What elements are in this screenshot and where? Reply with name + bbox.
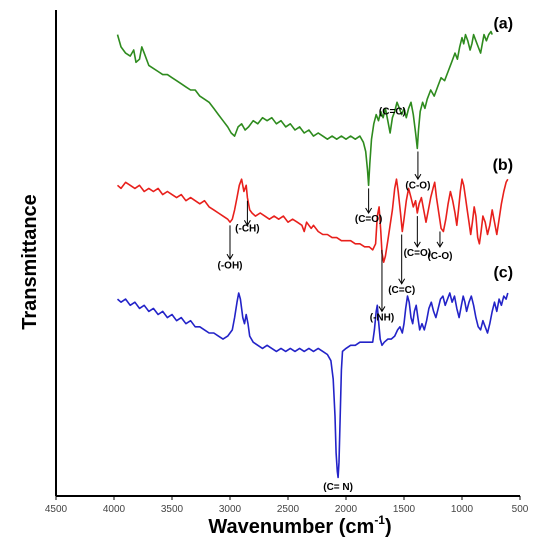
annotation-arrowhead-2 (365, 207, 373, 214)
panel-label-1: (a) (493, 15, 513, 32)
annotation-label-5: (-CH) (235, 223, 259, 234)
annotation-arrowhead-9 (436, 241, 444, 248)
annotation-arrowhead-5 (243, 220, 251, 227)
annotation-label-7: (C=C) (388, 285, 415, 296)
annotation-arrowhead-8 (413, 241, 421, 248)
x-tick-label: 2000 (335, 504, 358, 515)
x-tick-label: 500 (512, 504, 529, 515)
annotation-arrowhead-3 (414, 173, 422, 181)
x-axis-title-end: ) (385, 516, 392, 538)
panel-labels: (a) (b) (c) (493, 15, 513, 281)
annotation-label-8: (C=O) (404, 248, 432, 259)
annotation-label-3: (C-O) (405, 180, 430, 191)
annotation-label-1: (C=C) (379, 107, 406, 118)
x-tick-label: 4000 (103, 504, 126, 515)
annotation-label-10: (C= N) (323, 482, 353, 493)
y-axis-title: Transmittance (19, 194, 41, 330)
x-axis-title: Wavenumber (cm-1) (208, 513, 391, 538)
series-line-1 (116, 30, 493, 187)
annotation-label-2: (C=O) (355, 214, 383, 225)
x-tick-label: 1000 (451, 504, 474, 515)
x-axis-title-superscript: -1 (374, 513, 385, 527)
series-group (116, 30, 509, 479)
annotation-arrowhead-7 (398, 278, 406, 285)
axes: 4500 4000 3500 3000 2500 2000 1500 1000 500 (45, 10, 529, 515)
panel-label-2: (b) (493, 157, 513, 174)
panel-label-3: (c) (493, 265, 513, 282)
x-tick-label: 1500 (393, 504, 416, 515)
x-tick-label: 4500 (45, 504, 68, 515)
series-line-2 (116, 178, 509, 263)
x-tick-label: 3500 (161, 504, 184, 515)
annotation-arrowhead-4 (226, 253, 234, 261)
series-line-3 (116, 292, 509, 479)
x-tick-label: 2500 (277, 504, 300, 515)
annotation-arrowhead-6 (378, 306, 386, 313)
annotations: (C=C)(C=O)(C-O)(-OH)(-CH)(-NH)(C=C)(C=O)… (218, 107, 453, 493)
annotation-label-6: (-NH) (370, 313, 394, 324)
x-tick-label: 3000 (219, 504, 242, 515)
x-axis-title-main: Wavenumber (cm (208, 516, 374, 538)
annotation-label-4: (-OH) (218, 260, 243, 271)
annotation-label-9: (C-O) (427, 251, 452, 262)
